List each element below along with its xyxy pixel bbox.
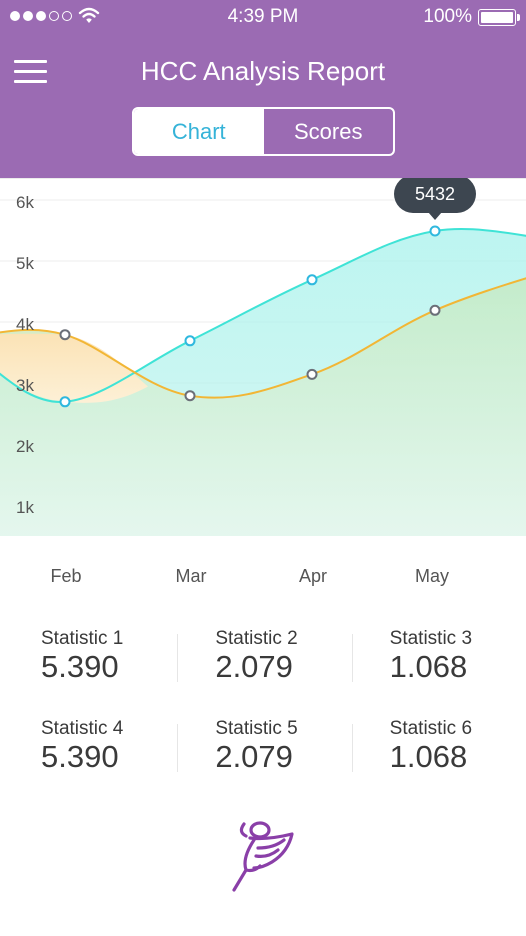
stat-value: 1.068 [389,739,468,774]
stat-label: Statistic 3 [389,628,473,649]
stat-row: Statistic 4 5.390 Statistic 5 2.079 Stat… [0,708,526,798]
wifi-icon [78,7,100,23]
stat-card: Statistic 3 1.068 [351,618,526,708]
y-tick-label: 2k [16,437,34,456]
orange-series-point [306,368,318,380]
battery-icon [478,9,516,26]
x-tick-label: Feb [50,566,81,586]
tab-chart[interactable]: Chart [134,109,264,154]
tab-scores[interactable]: Scores [294,118,363,144]
cyan-series-point [429,225,441,237]
tooltip-bubble [394,178,476,213]
stat-value: 2.079 [215,739,293,774]
stat-card: Statistic 6 1.068 [351,708,526,798]
x-tick-label: May [415,566,449,586]
stat-label: Statistic 4 [41,718,124,739]
y-tick-label: 3k [16,376,34,395]
stat-card: Statistic 5 2.079 [177,708,351,798]
y-tick-label: 5k [16,254,34,273]
x-tick-label: Apr [299,566,327,586]
cellular-signal-icon [10,11,72,21]
stat-label: Statistic 5 [215,718,298,739]
orange-series-point [184,390,196,402]
battery-percentage: 100% [423,6,472,27]
stat-card: Statistic 1 5.390 [0,618,177,708]
stat-value: 5.390 [41,649,119,684]
stat-value: 2.079 [215,649,293,684]
status-bar: 4:39 PM 100% [0,0,526,34]
x-tick-label: Mar [176,566,207,586]
orange-series-point [59,329,71,341]
stat-label: Statistic 2 [215,628,298,649]
cyan-series-point [306,274,318,286]
stat-label: Statistic 6 [389,718,473,739]
stat-label: Statistic 1 [41,628,124,649]
runner-feather-logo-icon [232,821,294,892]
y-tick-label: 6k [16,193,34,212]
status-time: 4:39 PM [227,6,299,27]
signal-dot [10,11,20,21]
y-tick-label: 4k [16,315,34,334]
view-toggle: Chart Scores [132,107,395,156]
orange-series-point [429,304,441,316]
cyan-series-point [184,335,196,347]
tooltip-pointer [428,212,442,220]
app-header: 4:39 PM 100% HCC Analysis Report Chart S… [0,0,526,178]
signal-dot [36,11,46,21]
signal-dot [49,11,59,21]
stat-row: Statistic 1 5.390 Statistic 2 2.079 Stat… [0,618,526,708]
tooltip-label: 5432 [415,184,455,204]
area-chart: 6k 5k 4k 3k 2k 1k Feb Mar Apr May 5432 [0,178,526,598]
battery-tip [517,14,520,21]
value-tooltip: 5432 [394,178,476,220]
stat-card: Statistic 2 2.079 [177,618,351,708]
hamburger-menu-icon[interactable] [14,58,48,84]
signal-dot [23,11,33,21]
stat-card: Statistic 4 5.390 [0,708,177,798]
statistics-grid: Statistic 1 5.390 Statistic 2 2.079 Stat… [0,618,526,798]
cyan-series-point [59,396,71,408]
y-tick-label: 1k [16,498,34,517]
signal-dot [62,11,72,21]
orange-series-overlay [0,278,526,536]
page-title: HCC Analysis Report [140,56,386,86]
stat-value: 1.068 [389,649,468,684]
stat-value: 5.390 [41,739,119,774]
chart-canvas: 6k 5k 4k 3k 2k 1k Feb Mar Apr May 5432 [0,178,526,586]
